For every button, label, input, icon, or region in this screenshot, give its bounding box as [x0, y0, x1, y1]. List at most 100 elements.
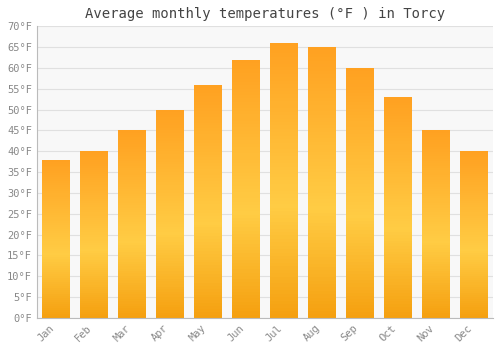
Bar	[194, 312, 222, 315]
Bar	[422, 133, 450, 135]
Bar	[422, 236, 450, 238]
Bar	[156, 172, 184, 175]
Bar	[118, 184, 146, 187]
Bar	[80, 260, 108, 262]
Bar	[194, 306, 222, 309]
Bar	[232, 208, 260, 211]
Bar	[270, 108, 297, 112]
Bar	[422, 156, 450, 159]
Bar	[308, 142, 336, 145]
Bar	[384, 246, 411, 249]
Bar	[308, 230, 336, 233]
Bar	[384, 183, 411, 186]
Bar	[118, 175, 146, 177]
Bar	[460, 243, 487, 245]
Bar	[460, 193, 487, 195]
Bar	[384, 262, 411, 265]
Bar	[270, 88, 297, 91]
Bar	[384, 133, 411, 136]
Bar	[232, 312, 260, 315]
Bar	[80, 176, 108, 178]
Bar	[346, 134, 374, 136]
Bar	[42, 254, 70, 257]
Bar	[80, 164, 108, 166]
Bar	[232, 60, 260, 63]
Bar	[270, 170, 297, 174]
Bar	[308, 281, 336, 284]
Bar	[156, 305, 184, 307]
Bar	[194, 128, 222, 131]
Bar	[422, 149, 450, 152]
Bar	[346, 246, 374, 249]
Bar	[156, 154, 184, 156]
Bar	[194, 315, 222, 318]
Bar	[308, 172, 336, 176]
Bar	[118, 257, 146, 259]
Bar	[118, 266, 146, 269]
Bar	[232, 189, 260, 192]
Bar	[460, 174, 487, 176]
Bar	[460, 253, 487, 256]
Bar	[270, 142, 297, 146]
Bar	[194, 99, 222, 102]
Bar	[308, 128, 336, 132]
Bar	[194, 245, 222, 248]
Bar	[194, 262, 222, 265]
Bar	[156, 240, 184, 242]
Bar	[156, 196, 184, 198]
Bar	[232, 234, 260, 237]
Bar	[422, 173, 450, 175]
Bar	[308, 81, 336, 84]
Bar	[156, 287, 184, 289]
Bar	[270, 211, 297, 215]
Bar	[384, 152, 411, 155]
Bar	[42, 271, 70, 272]
Bar	[232, 176, 260, 179]
Bar	[156, 256, 184, 258]
Bar	[384, 172, 411, 174]
Bar	[460, 260, 487, 262]
Bar	[422, 210, 450, 212]
Bar	[346, 284, 374, 287]
Bar	[118, 238, 146, 240]
Bar	[384, 125, 411, 127]
Bar	[346, 205, 374, 209]
Bar	[270, 163, 297, 167]
Bar	[346, 227, 374, 230]
Bar	[346, 215, 374, 218]
Bar	[118, 187, 146, 189]
Bar	[118, 236, 146, 238]
Bar	[384, 265, 411, 268]
Bar	[270, 156, 297, 160]
Bar	[80, 212, 108, 214]
Bar	[42, 179, 70, 181]
Bar	[422, 294, 450, 297]
Bar	[422, 285, 450, 287]
Bar	[346, 193, 374, 196]
Bar	[194, 125, 222, 128]
Bar	[80, 243, 108, 245]
Bar	[460, 205, 487, 208]
Bar	[118, 180, 146, 182]
Bar	[460, 220, 487, 222]
Bar	[422, 166, 450, 168]
Bar	[422, 231, 450, 233]
Bar	[118, 152, 146, 154]
Bar	[270, 91, 297, 94]
Bar	[80, 180, 108, 182]
Bar	[118, 278, 146, 280]
Bar	[118, 212, 146, 215]
Bar	[384, 268, 411, 271]
Bar	[118, 269, 146, 271]
Bar	[42, 174, 70, 175]
Bar	[194, 172, 222, 175]
Bar	[42, 181, 70, 183]
Bar	[346, 87, 374, 90]
Bar	[80, 256, 108, 258]
Bar	[308, 135, 336, 139]
Bar	[42, 195, 70, 197]
Bar	[80, 199, 108, 201]
Bar	[346, 146, 374, 149]
Bar	[232, 69, 260, 72]
Bar	[422, 222, 450, 224]
